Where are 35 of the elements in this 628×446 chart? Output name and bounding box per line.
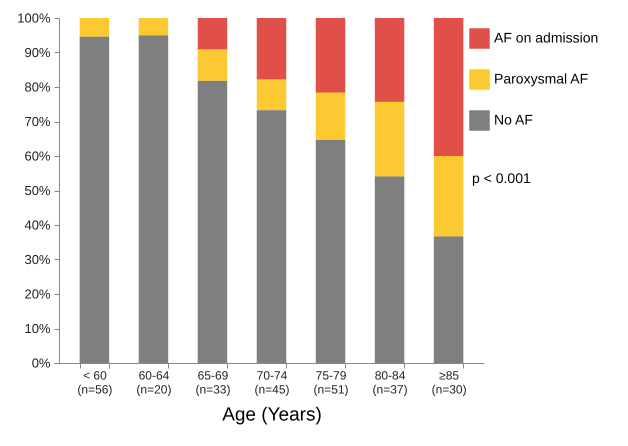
bar: [256, 79, 286, 110]
bar: [374, 102, 404, 176]
y-tick-label: 70%: [24, 114, 51, 129]
bar: [434, 156, 464, 236]
bar: [80, 18, 110, 37]
bar: [316, 18, 346, 93]
legend-label: No AF: [494, 112, 533, 128]
y-tick-label: 50%: [24, 183, 51, 198]
y-tick-label: 0%: [32, 356, 51, 370]
bar: [316, 92, 346, 140]
legend-label: Paroxysmal AF: [494, 70, 588, 86]
y-tick-label: 100%: [17, 10, 51, 26]
y-tick-label: 30%: [24, 252, 51, 267]
x-tick-label: ≥85 (n=30): [432, 368, 467, 396]
y-tick-label: 90%: [24, 45, 51, 60]
bar: [138, 18, 168, 36]
y-tick-label: 40%: [24, 218, 51, 232]
bar: [198, 18, 228, 50]
x-tick-label: 80-84 (n=37): [372, 368, 408, 396]
x-tick-label: 65-69 (n=33): [195, 368, 230, 396]
y-tick-label: 10%: [24, 321, 51, 336]
y-tick-label: 80%: [24, 80, 51, 94]
bar: [374, 18, 404, 102]
x-tick-label: 60-64 (n=20): [136, 368, 172, 396]
x-tick-label: 75-79 (n=51): [314, 368, 349, 396]
x-tick-label: < 60 (n=56): [77, 368, 112, 396]
bar: [198, 49, 228, 81]
y-tick-label: 20%: [24, 286, 51, 302]
y-tick-label: 60%: [24, 148, 51, 164]
x-tick-label: 70-74 (n=45): [254, 368, 290, 396]
annotation: p < 0.001: [472, 170, 531, 186]
x-axis-title: Age (Years): [222, 404, 322, 426]
legend-label: AF on admission: [494, 30, 598, 46]
bar: [256, 18, 286, 80]
bar: [434, 18, 464, 156]
